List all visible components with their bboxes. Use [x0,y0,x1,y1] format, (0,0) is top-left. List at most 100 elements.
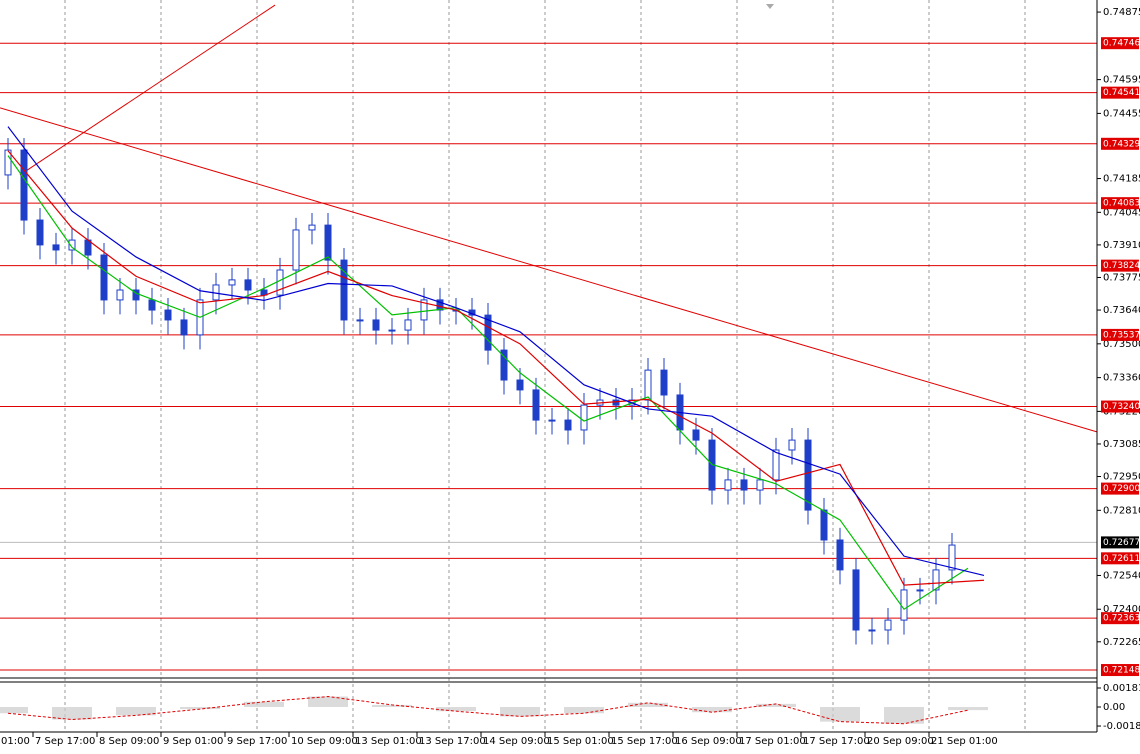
candle-body [532,389,540,421]
osc-bar [308,696,348,707]
x-tick-label: 15 Sep 01:00 [547,736,614,747]
level-label: 0.73824 [1103,261,1140,271]
x-tick-label: 9 Sep 01:00 [163,736,223,747]
candle-body [884,619,892,631]
y-tick-label: 0.74595 [1103,75,1140,86]
osc-line [7,696,969,725]
x-tick-label: 01:00 [1,736,30,747]
candle-body [52,244,60,251]
x-tick-label: 7 Sep 17:00 [35,736,95,747]
candle-body [356,319,364,322]
candle-body [388,329,396,332]
trend-line [19,4,276,176]
level-box [1101,197,1139,210]
candle-body [916,589,924,592]
level-box [1101,612,1139,625]
candle-body [4,149,12,176]
candle-body [756,479,764,491]
osc-bar [564,707,604,714]
candle-body [836,539,844,571]
osc-bar [372,704,412,707]
y-tick-label: 0.74045 [1103,207,1140,218]
candle-body [932,569,940,591]
y-tick-label: 0.74455 [1103,108,1140,119]
candle-body [20,149,28,221]
level-box [1101,259,1139,272]
candle-body [868,629,876,632]
candle-body [516,379,524,391]
candle-body [788,439,796,451]
level-label: 0.72148 [1103,666,1140,676]
x-tick-label: 13 Sep 01:00 [355,736,422,747]
candle-body [116,289,124,301]
x-tick-label: 20 Sep 09:00 [867,736,934,747]
candle-body [724,479,732,491]
x-tick-label: 17 Sep 01:00 [739,736,806,747]
candle-body [100,254,108,301]
candle-body [580,404,588,431]
candle-body [740,479,748,491]
x-tick-label: 9 Sep 17:00 [227,736,287,747]
candle-body [68,239,76,251]
level-label: 0.73240 [1103,402,1140,412]
osc-tick-label: 0.001818 [1103,683,1140,694]
osc-bar [180,707,220,710]
level-box [1101,37,1139,50]
osc-bar [692,707,732,713]
candle-body [148,299,156,311]
trend-line [0,107,1098,433]
osc-tick-label: 0.00 [1103,702,1125,713]
candle-body [292,229,300,271]
moving-average [7,150,985,586]
osc-bar [756,703,796,707]
osc-bar [0,707,28,714]
level-label: 0.73537 [1103,330,1140,340]
osc-bar [820,707,860,722]
current-price-box [1101,536,1139,549]
candle-body [244,279,252,291]
y-tick-label: 0.74875 [1103,7,1140,18]
candle-body [564,419,572,431]
level-box [1101,482,1139,495]
candle-body [132,289,140,301]
candle-body [692,429,700,441]
candle-body [820,509,828,541]
candle-body [660,369,668,396]
candle-body [340,259,348,321]
candle-body [164,309,172,321]
y-tick-label: 0.73085 [1103,439,1140,450]
level-label: 0.74329 [1103,139,1140,149]
candle-body [420,299,428,321]
level-box [1101,86,1139,99]
x-tick-label: 17 Sep 17:00 [803,736,870,747]
candle-body [324,224,332,261]
x-tick-label: 8 Sep 09:00 [99,736,159,747]
candle-body [180,319,188,336]
candle-body [612,399,620,406]
y-tick-label: 0.73775 [1103,272,1140,283]
candle-body [804,439,812,511]
candle-body [372,319,380,331]
osc-bar [628,702,668,707]
candle-body [948,544,956,571]
level-box [1101,400,1139,413]
level-label: 0.72611 [1103,554,1140,564]
x-tick-label: 16 Sep 09:00 [675,736,742,747]
level-label: 0.72900 [1103,484,1140,494]
candle-body [404,319,412,331]
candle-body [852,569,860,631]
level-label: 0.74083 [1103,199,1140,209]
level-label: 0.72363 [1103,614,1140,624]
osc-bar [948,707,988,711]
osc-tick-label: -0.00182 [1103,721,1140,732]
candle-body [276,269,284,296]
x-tick-label: 14 Sep 09:00 [483,736,550,747]
level-box [1101,137,1139,150]
candle-body [900,589,908,621]
main-panel [0,4,1098,671]
